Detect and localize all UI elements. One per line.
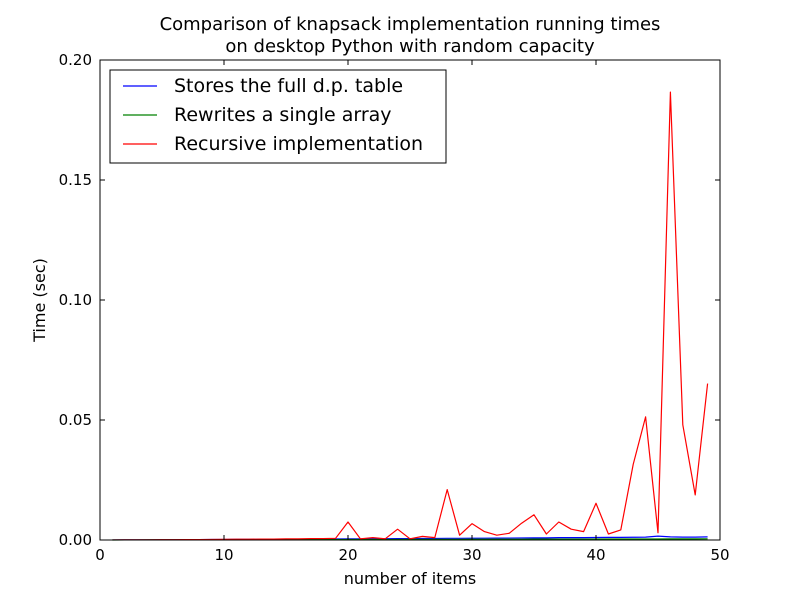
- x-tick-label: 30: [462, 546, 481, 564]
- y-tick-label: 0.10: [59, 291, 92, 309]
- y-tick-label: 0.05: [59, 411, 92, 429]
- y-tick-label: 0.00: [59, 531, 92, 549]
- legend-box: [109, 69, 447, 164]
- legend-label-1: Rewrites a single array: [174, 104, 392, 126]
- x-tick-label: 0: [95, 546, 105, 564]
- x-tick-label: 20: [338, 546, 357, 564]
- legend: Stores the full d.p. table Rewrites a si…: [109, 69, 447, 164]
- legend-label-0: Stores the full d.p. table: [174, 75, 403, 97]
- y-tick-label: 0.15: [59, 171, 92, 189]
- x-axis-label: number of items: [344, 569, 477, 588]
- x-tick-label: 50: [710, 546, 729, 564]
- chart-title-line2: on desktop Python with random capacity: [225, 36, 595, 57]
- x-tick-label: 10: [214, 546, 233, 564]
- ticks-layer: 0 10 20 30 40 50 0.00 0.05 0.10 0.15 0.20: [59, 51, 730, 564]
- x-tick-label: 40: [586, 546, 605, 564]
- legend-label-2: Recursive implementation: [174, 133, 423, 155]
- chart-title-line1: Comparison of knapsack implementation ru…: [160, 14, 661, 35]
- y-tick-label: 0.20: [59, 51, 92, 69]
- y-axis-label: Time (sec): [30, 258, 49, 343]
